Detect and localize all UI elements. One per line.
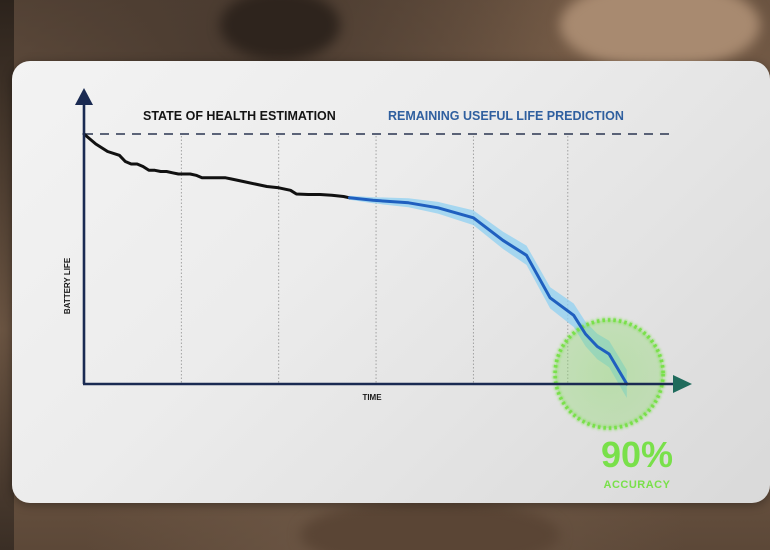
estimation-point-8 <box>142 165 144 167</box>
prediction-point-11 <box>596 345 598 347</box>
estimation-point-26 <box>289 189 291 191</box>
y-axis-arrow-icon <box>75 88 93 105</box>
y-axis-label: BATTERY LIFE <box>63 257 72 314</box>
prediction-point-4 <box>437 207 439 209</box>
title-right: REMAINING USEFUL LIFE PREDICTION <box>388 109 624 123</box>
estimation-point-20 <box>224 177 226 179</box>
accuracy-ring-dots <box>553 318 665 430</box>
estimation-point-22 <box>242 180 244 182</box>
estimation-point-6 <box>130 163 132 165</box>
accuracy-value: 90% <box>601 434 673 475</box>
prediction-point-2 <box>372 199 374 201</box>
prediction-point-3 <box>407 202 409 204</box>
accuracy-label: ACCURACY <box>604 479 671 491</box>
estimation-point-10 <box>154 169 156 171</box>
estimation-point-4 <box>118 154 120 156</box>
estimation-point-12 <box>165 170 167 172</box>
prediction-point-8 <box>549 297 551 299</box>
gridlines <box>180 136 569 384</box>
estimation-point-13 <box>171 172 173 174</box>
estimation-point-23 <box>254 183 256 185</box>
estimation-point-19 <box>213 177 215 179</box>
prediction-point-7 <box>525 254 527 256</box>
battery-chart: STATE OF HEALTH ESTIMATION REMAINING USE… <box>63 88 692 491</box>
x-axis-label: TIME <box>362 393 382 402</box>
background-left-strip <box>0 0 14 550</box>
background-blur-dark <box>220 0 340 60</box>
background-blur-light <box>560 0 760 70</box>
estimation-line <box>82 132 351 200</box>
estimation-point-11 <box>160 170 162 172</box>
prediction-line <box>348 196 629 386</box>
prediction-point-6 <box>502 239 504 241</box>
background-blur-bottom <box>300 500 560 550</box>
series-lines <box>82 132 629 386</box>
estimation-point-28 <box>307 193 309 195</box>
estimation-point-31 <box>342 195 344 197</box>
estimation-point-14 <box>177 173 179 175</box>
estimation-point-30 <box>331 194 333 196</box>
estimation-point-16 <box>189 173 191 175</box>
estimation-point-27 <box>295 193 297 195</box>
estimation-point-9 <box>148 169 150 171</box>
accuracy-highlight <box>552 317 666 431</box>
estimation-point-5 <box>124 160 126 162</box>
estimation-point-25 <box>278 187 280 189</box>
estimation-point-21 <box>230 178 232 180</box>
title-left: STATE OF HEALTH ESTIMATION <box>143 109 336 123</box>
prediction-point-1 <box>348 197 350 199</box>
estimation-point-7 <box>136 163 138 165</box>
estimation-point-17 <box>195 174 197 176</box>
prediction-point-10 <box>584 333 586 335</box>
prediction-point-12 <box>608 353 610 355</box>
accuracy-ring-fill <box>555 320 664 428</box>
prediction-point-5 <box>472 217 474 219</box>
x-axis-arrow-icon <box>673 375 692 393</box>
prediction-uncertainty-band <box>349 195 627 398</box>
prediction-point-9 <box>573 314 575 316</box>
estimation-point-15 <box>183 173 185 175</box>
prediction-band <box>349 195 627 398</box>
chart-panel: STATE OF HEALTH ESTIMATION REMAINING USE… <box>12 61 770 503</box>
estimation-point-29 <box>319 193 321 195</box>
estimation-point-24 <box>266 185 268 187</box>
estimation-point-18 <box>201 177 203 179</box>
estimation-point-3 <box>106 150 108 152</box>
estimation-point-2 <box>95 143 97 145</box>
